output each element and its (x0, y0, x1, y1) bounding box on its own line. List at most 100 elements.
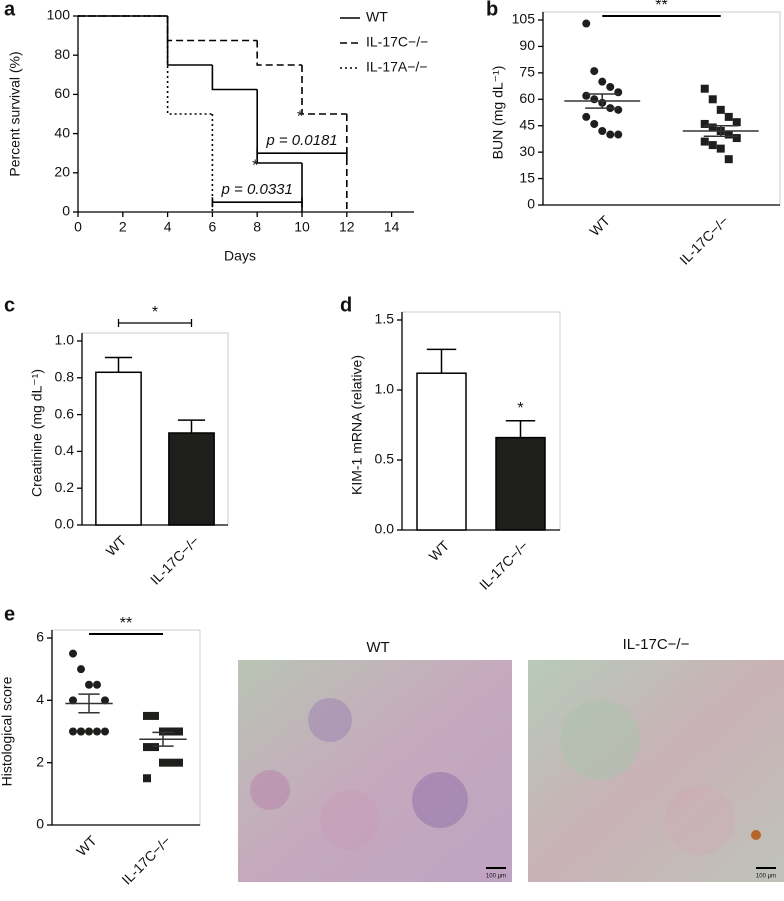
x-tick-label: IL-17C−/− (676, 212, 731, 267)
data-point (69, 727, 77, 736)
y-tick-label: 0 (527, 196, 535, 212)
y-tick-label: 4 (36, 691, 44, 707)
y-tick-label: 80 (54, 46, 70, 62)
x-tick-label: WT (586, 212, 613, 239)
panel-letter: a (4, 0, 16, 20)
data-point (582, 91, 591, 100)
bar (416, 372, 467, 531)
y-tick-label: 2 (36, 753, 44, 769)
data-point (85, 680, 93, 689)
legend-label: IL-17C−/− (366, 34, 428, 50)
y-tick-label: 1.0 (375, 381, 395, 397)
data-point (716, 144, 725, 153)
y-tick-label: 60 (519, 90, 535, 106)
micrograph-label: WT (366, 639, 389, 656)
y-tick-label: 0.0 (375, 521, 395, 537)
sem-bar (78, 693, 100, 714)
y-tick-label: 20 (54, 164, 70, 180)
legend-label: WT (366, 9, 388, 25)
y-tick-label: 90 (519, 37, 535, 53)
bar (168, 432, 215, 526)
significance-label: * (152, 304, 158, 321)
y-tick-label: 75 (519, 64, 535, 80)
y-axis-title: Creatinine (mg dL⁻¹) (29, 369, 45, 497)
data-point (732, 134, 741, 143)
significance-label: ** (655, 0, 667, 14)
y-tick-label: 30 (519, 143, 535, 159)
x-tick-label: 12 (339, 219, 355, 235)
panel-letter: c (4, 294, 15, 316)
x-tick-label: 4 (164, 219, 172, 235)
x-tick-label: 8 (253, 219, 261, 235)
y-axis-title: KIM-1 mRNA (relative) (349, 355, 365, 495)
significance-bracket (117, 319, 193, 327)
panel-letter: b (486, 0, 498, 20)
data-point (724, 112, 733, 121)
data-point (151, 711, 159, 720)
survival-step (166, 16, 258, 42)
y-tick-label: 100 (47, 7, 71, 23)
y-tick-label: 0.2 (55, 479, 75, 495)
survival-step (211, 65, 258, 91)
y-tick-label: 60 (54, 85, 70, 101)
data-point (582, 19, 591, 28)
x-tick-label: 0 (74, 219, 82, 235)
x-tick-label: 14 (384, 219, 400, 235)
x-tick-label: 6 (209, 219, 217, 235)
data-point (175, 727, 183, 736)
significance-label: * (517, 400, 523, 417)
bar (495, 436, 546, 531)
y-tick-label: 0.0 (55, 516, 75, 532)
data-point (700, 137, 709, 146)
data-point (700, 119, 709, 128)
data-point (143, 743, 151, 752)
y-tick-label: 1.0 (55, 332, 75, 348)
y-tick-label: 0 (36, 816, 44, 832)
data-point (614, 130, 623, 139)
legend-label: IL-17A−/− (366, 59, 428, 75)
data-point (606, 82, 615, 91)
sem-bar (703, 124, 738, 138)
micrograph-label: IL-17C−/− (623, 636, 690, 653)
data-point (708, 95, 717, 104)
data-point (582, 112, 591, 121)
data-point (77, 727, 85, 736)
data-point (590, 119, 599, 128)
y-axis-title: Percent survival (%) (7, 51, 23, 176)
data-point (93, 680, 101, 689)
significance-bracket (211, 197, 303, 208)
data-point (175, 758, 183, 767)
y-tick-label: 45 (519, 116, 535, 132)
panel-letter: d (340, 294, 352, 316)
y-tick-label: 0.4 (55, 442, 75, 458)
significance-label: ** (120, 615, 132, 632)
y-axis-title: Histological score (0, 676, 15, 786)
data-point (159, 758, 167, 767)
y-tick-label: 0.5 (375, 451, 395, 467)
y-tick-label: 0.8 (55, 369, 75, 385)
y-tick-label: 105 (512, 11, 536, 27)
survival-step (301, 65, 347, 115)
x-tick-label: IL-17C−/− (476, 537, 531, 592)
scale-bar-label: 100 μm (486, 874, 506, 880)
data-point (700, 84, 709, 93)
data-point (598, 127, 607, 135)
data-point (101, 696, 109, 705)
annotation: * (252, 157, 258, 174)
data-point (614, 88, 623, 97)
data-point (598, 77, 607, 86)
data-point (716, 105, 725, 114)
data-point (732, 118, 741, 127)
x-axis-title: Days (224, 248, 256, 264)
x-tick-label: WT (426, 537, 453, 564)
annotation: * (297, 108, 303, 125)
data-point (708, 123, 717, 132)
plot-frame (542, 11, 781, 206)
y-tick-label: 6 (36, 629, 44, 645)
y-tick-label: 0 (62, 203, 70, 219)
scale-bar-label: 100 μm (756, 874, 776, 880)
x-tick-label: 10 (294, 219, 310, 235)
data-point (614, 105, 623, 114)
sem-bar (585, 93, 620, 109)
